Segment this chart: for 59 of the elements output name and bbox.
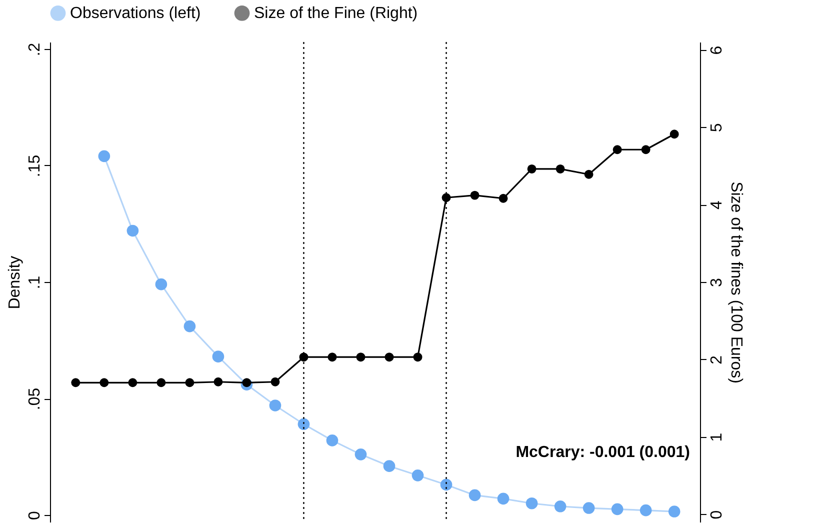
point xyxy=(556,164,565,174)
point xyxy=(668,506,680,518)
point xyxy=(212,350,224,362)
point xyxy=(298,418,310,430)
point xyxy=(354,448,367,460)
point xyxy=(356,352,366,362)
point xyxy=(155,278,168,290)
point xyxy=(270,377,280,386)
y2-tick-label: 5 xyxy=(708,123,726,132)
point xyxy=(584,170,594,179)
point xyxy=(470,190,480,200)
point xyxy=(554,500,566,512)
point xyxy=(126,224,139,237)
y-tick-label: 0 xyxy=(26,510,44,520)
y2-tick-label: 1 xyxy=(708,432,726,442)
point xyxy=(128,378,138,388)
y-tick-label: .1 xyxy=(26,276,44,290)
point xyxy=(269,400,282,412)
y-tick-label: .15 xyxy=(26,154,44,178)
point xyxy=(641,145,650,154)
point xyxy=(582,502,595,514)
y2-tick-label: 0 xyxy=(708,510,726,520)
point xyxy=(640,504,652,516)
point xyxy=(498,194,508,203)
legend-label: Observations (left) xyxy=(70,5,201,22)
point xyxy=(326,434,338,446)
point xyxy=(299,352,308,362)
y-tick-label: .2 xyxy=(26,42,44,56)
point xyxy=(497,492,510,505)
y2-tick-label: 6 xyxy=(708,46,726,55)
point xyxy=(384,352,394,362)
point xyxy=(383,460,396,472)
y2-tick-label: 4 xyxy=(708,200,726,210)
point xyxy=(468,489,481,502)
point xyxy=(612,145,622,154)
point xyxy=(100,378,109,388)
annotation: McCrary: -0.001 (0.001) xyxy=(516,444,690,461)
point xyxy=(328,352,337,362)
point xyxy=(413,352,422,362)
point xyxy=(185,378,194,388)
y-axis-title: Density xyxy=(6,256,24,310)
point xyxy=(442,193,451,202)
legend-label: Size of the Fine (Right) xyxy=(254,5,418,22)
point xyxy=(184,320,196,332)
point xyxy=(611,503,624,516)
point xyxy=(412,469,424,482)
point xyxy=(527,164,536,174)
point xyxy=(670,130,679,139)
point xyxy=(242,378,252,388)
point xyxy=(526,497,538,510)
y-tick-label: .05 xyxy=(26,388,44,410)
point xyxy=(98,150,110,162)
point xyxy=(440,478,452,491)
point xyxy=(214,377,223,386)
y2-tick-label: 3 xyxy=(708,278,726,287)
y2-axis-title: Size of the fines (100 Euros) xyxy=(728,182,744,384)
y2-tick-label: 2 xyxy=(708,355,726,364)
point xyxy=(156,378,166,388)
point xyxy=(71,378,80,388)
